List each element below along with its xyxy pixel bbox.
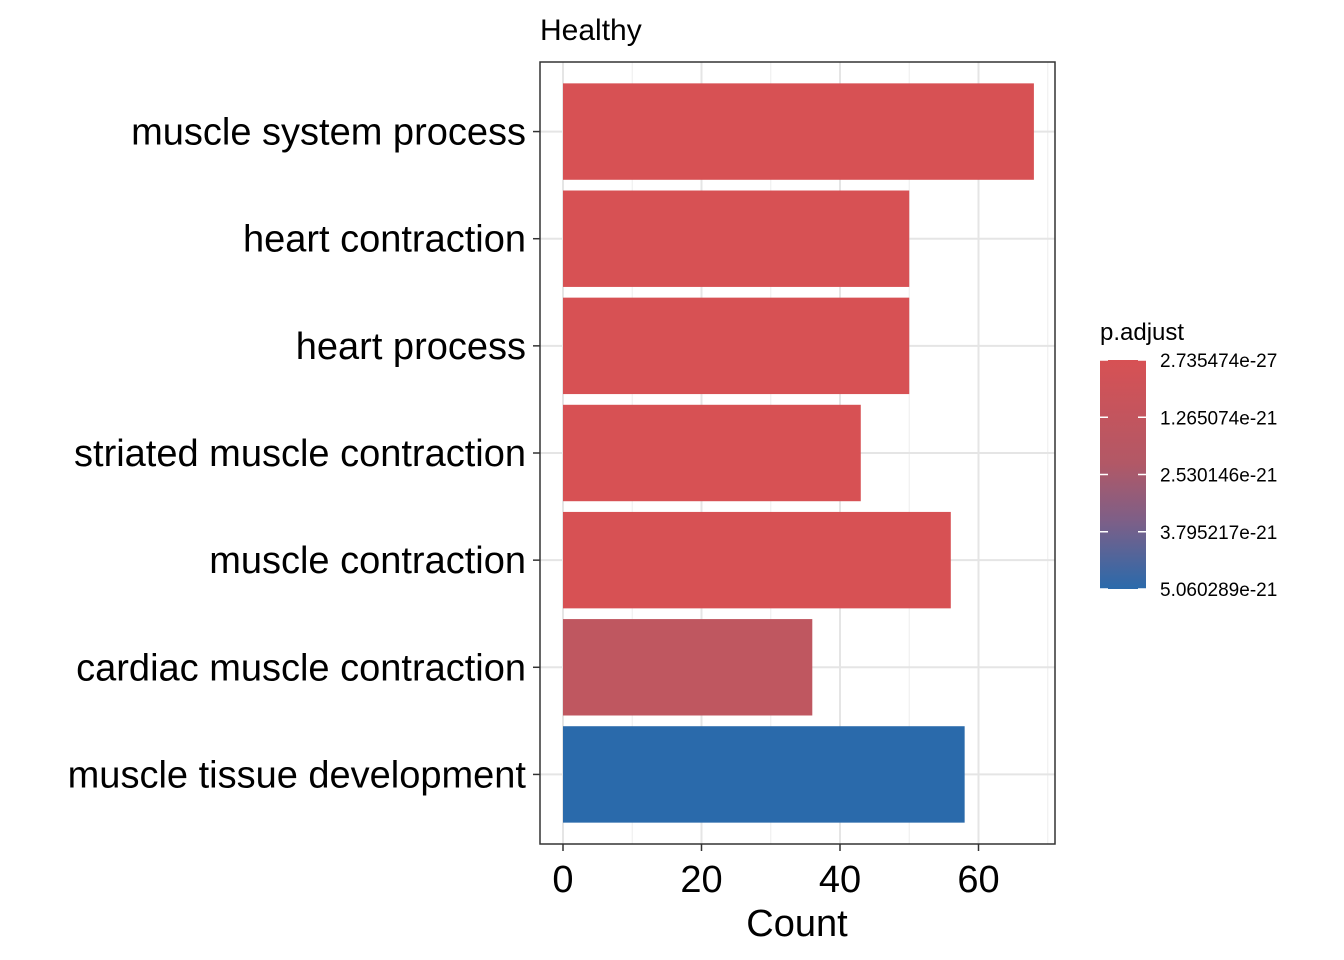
bar [563, 297, 910, 395]
legend-label: 2.735474e-27 [1160, 351, 1277, 372]
legend-label: 3.795217e-21 [1160, 523, 1277, 544]
y-tick-label: cardiac muscle contraction [76, 647, 526, 689]
legend-ticks: 2.735474e-27 1.265074e-21 2.530146e-21 3.79… [1100, 351, 1277, 601]
bar [563, 83, 1034, 180]
y-tick-label: muscle tissue development [68, 754, 527, 796]
y-tick-label: heart contraction [243, 219, 526, 261]
bar [563, 619, 813, 716]
legend: p.adjust 2.735474e-27 1.265074e-21 2.53014… [1100, 319, 1277, 601]
legend-title: p.adjust [1100, 319, 1184, 346]
y-tick-label: muscle system process [131, 112, 526, 154]
legend-label: 5.060289e-21 [1160, 580, 1277, 601]
bar [563, 511, 951, 609]
y-tick-label: heart process [296, 326, 526, 368]
y-axis: muscle system process heart contraction he… [68, 112, 540, 796]
x-tick-label: 40 [819, 859, 861, 901]
bar [563, 404, 861, 502]
legend-label: 1.265074e-21 [1160, 408, 1277, 429]
bar [563, 726, 965, 823]
legend-label: 2.530146e-21 [1160, 466, 1277, 487]
y-tick-label: striated muscle contraction [74, 433, 526, 475]
bars [563, 83, 1034, 823]
y-tick-label: muscle contraction [209, 540, 526, 582]
x-tick-label: 20 [680, 859, 722, 901]
x-axis-label: Count [746, 903, 848, 945]
x-tick-label: 60 [957, 859, 999, 901]
x-axis: 0 20 40 60 [552, 844, 1000, 901]
chart-title: Healthy [540, 14, 642, 47]
bar [563, 190, 910, 287]
x-tick-label: 0 [552, 859, 573, 901]
